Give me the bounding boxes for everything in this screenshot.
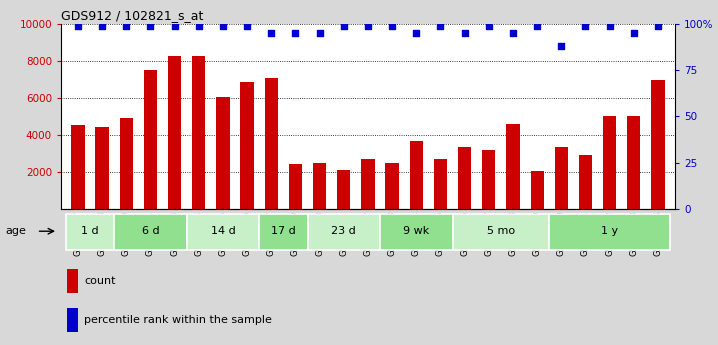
- Point: [483, 23, 495, 29]
- Text: age: age: [5, 226, 26, 236]
- Point: [362, 23, 373, 29]
- Point: [459, 31, 470, 36]
- Bar: [337, 170, 350, 209]
- Point: [266, 31, 277, 36]
- Bar: [67, 269, 78, 293]
- Bar: [506, 124, 520, 209]
- Point: [556, 43, 567, 49]
- Text: count: count: [84, 276, 116, 286]
- Bar: [168, 57, 181, 209]
- Bar: [361, 159, 375, 209]
- Text: 6 d: 6 d: [141, 226, 159, 236]
- Point: [96, 23, 108, 29]
- Bar: [144, 70, 157, 209]
- Bar: [651, 80, 665, 209]
- Bar: [259, 214, 307, 250]
- Text: 9 wk: 9 wk: [404, 226, 429, 236]
- Point: [628, 31, 640, 36]
- Bar: [531, 171, 544, 209]
- Point: [193, 23, 205, 29]
- Bar: [95, 127, 108, 209]
- Bar: [216, 97, 230, 209]
- Point: [145, 23, 157, 29]
- Point: [507, 31, 518, 36]
- Bar: [192, 56, 205, 209]
- Bar: [313, 162, 326, 209]
- Point: [579, 23, 591, 29]
- Bar: [265, 78, 278, 209]
- Text: 5 mo: 5 mo: [487, 226, 515, 236]
- Point: [314, 31, 325, 36]
- Point: [218, 23, 229, 29]
- Bar: [482, 150, 495, 209]
- Bar: [628, 116, 640, 209]
- Bar: [452, 214, 549, 250]
- Point: [169, 23, 180, 29]
- Point: [338, 23, 350, 29]
- Bar: [434, 159, 447, 209]
- Bar: [579, 155, 592, 209]
- Point: [652, 23, 663, 29]
- Point: [290, 31, 302, 36]
- Bar: [555, 147, 568, 209]
- Bar: [67, 308, 78, 332]
- Bar: [120, 118, 133, 209]
- Bar: [289, 164, 302, 209]
- Bar: [603, 116, 616, 209]
- Bar: [307, 214, 380, 250]
- Bar: [114, 214, 187, 250]
- Point: [386, 23, 398, 29]
- Text: 14 d: 14 d: [210, 226, 236, 236]
- Bar: [410, 141, 423, 209]
- Bar: [66, 214, 114, 250]
- Bar: [187, 214, 259, 250]
- Text: 17 d: 17 d: [271, 226, 296, 236]
- Bar: [380, 214, 452, 250]
- Bar: [549, 214, 670, 250]
- Text: percentile rank within the sample: percentile rank within the sample: [84, 315, 272, 325]
- Point: [241, 23, 253, 29]
- Point: [531, 23, 543, 29]
- Bar: [386, 162, 398, 209]
- Point: [73, 23, 84, 29]
- Text: 1 y: 1 y: [601, 226, 618, 236]
- Bar: [71, 125, 85, 209]
- Text: 23 d: 23 d: [332, 226, 356, 236]
- Bar: [458, 147, 471, 209]
- Text: 1 d: 1 d: [81, 226, 99, 236]
- Point: [411, 31, 422, 36]
- Point: [604, 23, 615, 29]
- Point: [434, 23, 446, 29]
- Bar: [241, 82, 253, 209]
- Point: [121, 23, 132, 29]
- Text: GDS912 / 102821_s_at: GDS912 / 102821_s_at: [61, 9, 203, 22]
